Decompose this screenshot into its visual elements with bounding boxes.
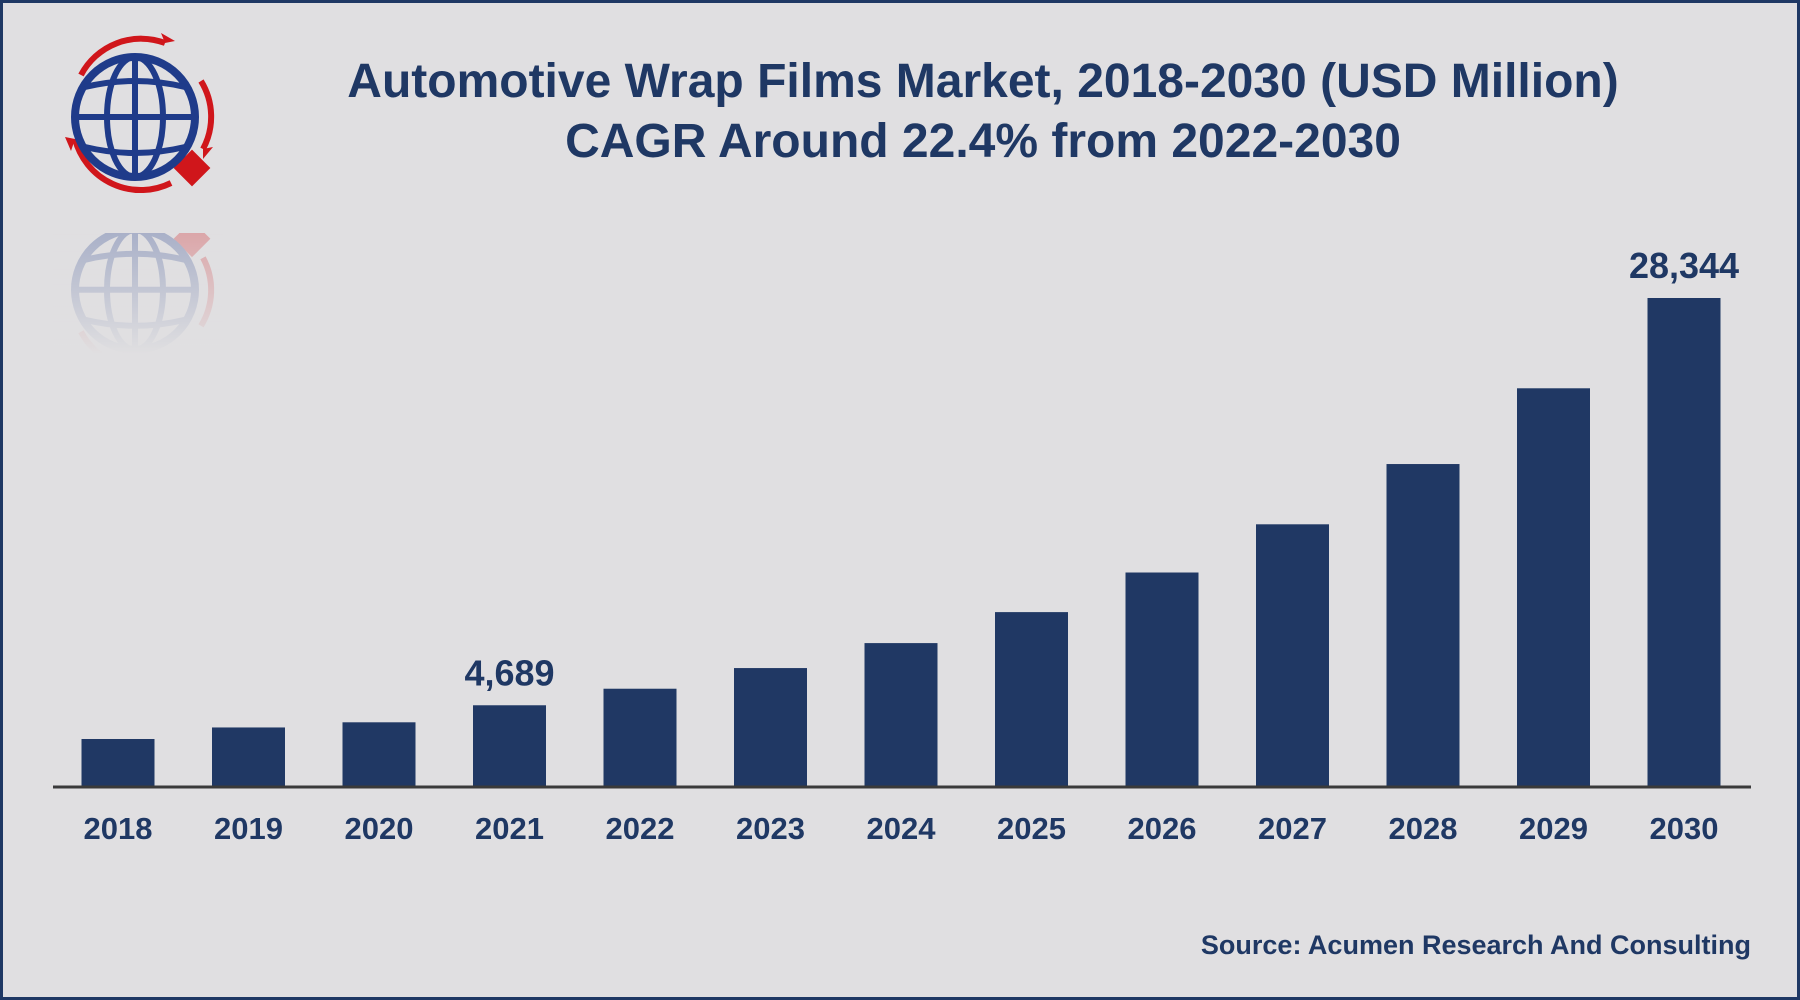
bar-2020 — [342, 722, 416, 786]
x-tick-label: 2027 — [1258, 811, 1327, 846]
bar-2018 — [81, 738, 155, 786]
x-tick-label: 2025 — [997, 811, 1066, 846]
bar-chart: 2018 2019 2020 2021 4,689 2022 2023 2024 2025 202… — [53, 245, 1751, 846]
x-tick-label: 2030 — [1650, 811, 1719, 846]
chart-subtitle: CAGR Around 22.4% from 2022-2030 — [565, 115, 1401, 168]
x-tick-label: 2028 — [1389, 811, 1458, 846]
bar-2027 — [1256, 524, 1329, 786]
x-tick-label: 2022 — [606, 811, 675, 846]
x-tick-label: 2023 — [736, 811, 805, 846]
globe-logo-reflection-icon — [53, 233, 223, 353]
bar-2019 — [212, 727, 285, 786]
x-tick-label: 2019 — [214, 811, 283, 846]
bar-2026 — [1125, 572, 1199, 786]
bar-2029 — [1517, 388, 1590, 786]
bar-2030 — [1647, 298, 1721, 786]
bar-2023 — [734, 668, 807, 786]
bar-2025 — [995, 612, 1068, 786]
bar-2021 — [473, 705, 546, 786]
globe-logo-icon — [53, 31, 223, 201]
bar-2028 — [1386, 464, 1460, 786]
data-label: 28,344 — [1629, 245, 1739, 286]
x-tick-label: 2024 — [867, 811, 937, 846]
x-tick-label: 2029 — [1519, 811, 1588, 846]
chart-title: Automotive Wrap Films Market, 2018-2030 … — [347, 55, 1619, 108]
source-note: Source: Acumen Research And Consulting — [1200, 930, 1751, 960]
x-tick-label: 2021 — [475, 811, 544, 846]
x-tick-label: 2018 — [84, 811, 153, 846]
x-tick-label: 2026 — [1128, 811, 1197, 846]
x-tick-label: 2020 — [345, 811, 414, 846]
data-label: 4,689 — [464, 652, 554, 693]
bar-2024 — [864, 643, 938, 786]
bar-2022 — [603, 688, 677, 786]
